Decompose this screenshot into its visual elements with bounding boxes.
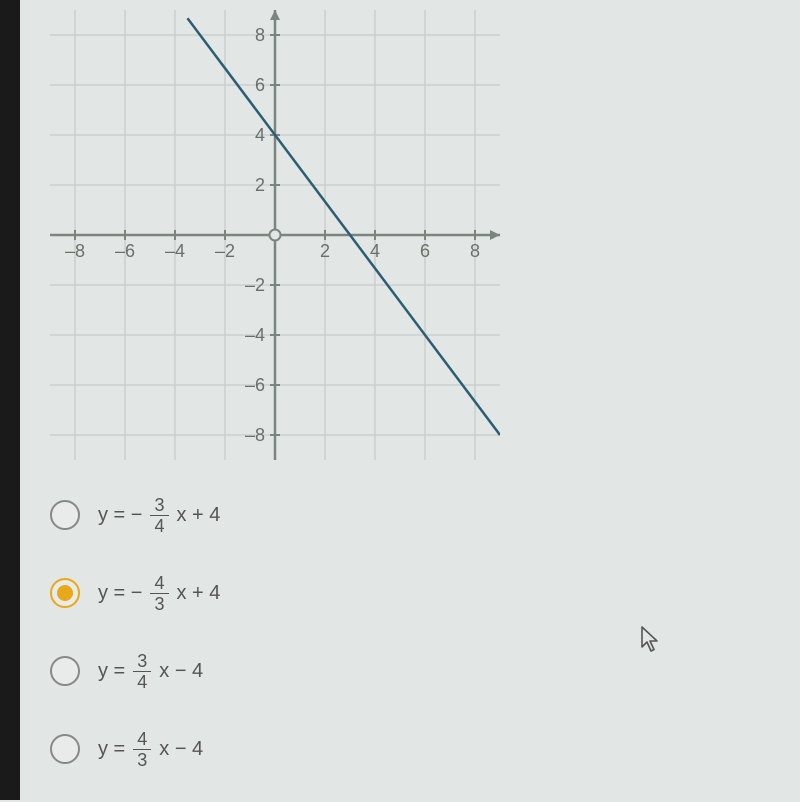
svg-text:–8: –8	[245, 425, 265, 445]
svg-text:4: 4	[255, 125, 265, 145]
answer-option-0[interactable]: y = − 34 x + 4	[50, 490, 220, 540]
radio-button[interactable]	[50, 578, 80, 608]
radio-button[interactable]	[50, 500, 80, 530]
radio-button[interactable]	[50, 734, 80, 764]
fraction-denominator: 3	[133, 750, 151, 769]
equation-label: y = − 34 x + 4	[98, 496, 220, 535]
fraction: 34	[150, 496, 168, 535]
svg-text:–6: –6	[115, 241, 135, 261]
svg-text:–6: –6	[245, 375, 265, 395]
svg-text:–4: –4	[165, 241, 185, 261]
graph-svg: –8 –6 –4 –2 2 4 6 8 –8 –6 –4 –2 2 4 6 8	[50, 10, 500, 460]
answer-options: y = −34x + 4y = −43x + 4y = 34x − 4y = 4…	[50, 490, 220, 802]
fraction-denominator: 4	[150, 516, 168, 535]
coordinate-graph: –8 –6 –4 –2 2 4 6 8 –8 –6 –4 –2 2 4 6 8	[50, 10, 500, 460]
fraction-numerator: 4	[150, 574, 168, 594]
equation-prefix: y =	[98, 660, 125, 683]
svg-text:6: 6	[420, 241, 430, 261]
svg-text:8: 8	[470, 241, 480, 261]
equation-suffix: x − 4	[159, 738, 203, 761]
svg-text:8: 8	[255, 25, 265, 45]
fraction-numerator: 3	[150, 496, 168, 516]
fraction: 43	[133, 730, 151, 769]
equation-label: y = − 43 x + 4	[98, 574, 220, 613]
left-sidebar-strip	[0, 0, 20, 800]
equation-suffix: x + 4	[177, 504, 221, 527]
svg-text:2: 2	[320, 241, 330, 261]
radio-button[interactable]	[50, 656, 80, 686]
svg-text:–2: –2	[245, 275, 265, 295]
svg-text:6: 6	[255, 75, 265, 95]
equation-prefix: y =	[98, 738, 125, 761]
mouse-cursor-icon	[640, 625, 662, 653]
fraction-denominator: 3	[150, 594, 168, 613]
fraction-numerator: 4	[133, 730, 151, 750]
equation-prefix: y = −	[98, 504, 142, 527]
svg-text:4: 4	[370, 241, 380, 261]
answer-option-2[interactable]: y = 34 x − 4	[50, 646, 220, 696]
answer-option-1[interactable]: y = − 43 x + 4	[50, 568, 220, 618]
fraction-denominator: 4	[133, 672, 151, 691]
svg-text:–8: –8	[65, 241, 85, 261]
svg-text:2: 2	[255, 175, 265, 195]
fraction: 43	[150, 574, 168, 613]
fraction: 34	[133, 652, 151, 691]
equation-suffix: x − 4	[159, 660, 203, 683]
equation-label: y = 34 x − 4	[98, 652, 203, 691]
answer-option-3[interactable]: y = 43 x − 4	[50, 724, 220, 774]
equation-prefix: y = −	[98, 582, 142, 605]
svg-text:–4: –4	[245, 325, 265, 345]
equation-suffix: x + 4	[177, 582, 221, 605]
fraction-numerator: 3	[133, 652, 151, 672]
svg-text:–2: –2	[215, 241, 235, 261]
equation-label: y = 43 x − 4	[98, 730, 203, 769]
